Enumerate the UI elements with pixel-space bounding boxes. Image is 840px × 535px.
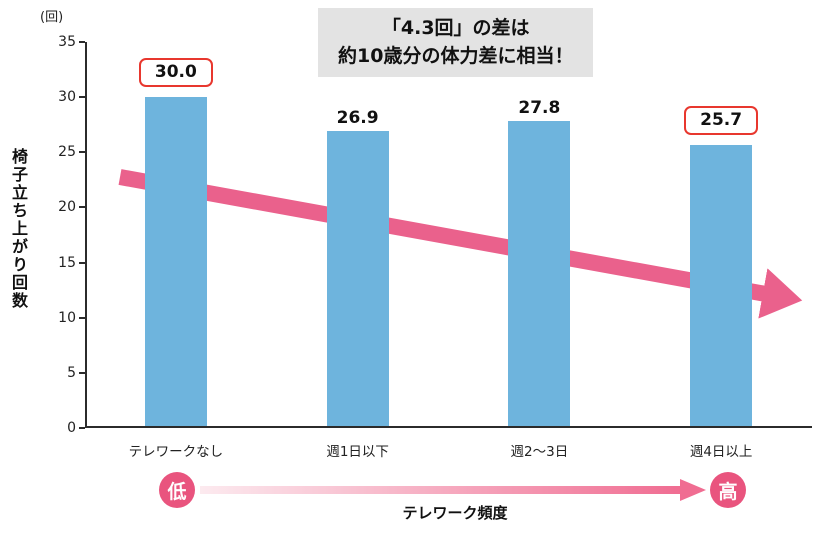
- x-tick-label: 週4日以上: [689, 444, 753, 460]
- y-tick-label: 5: [67, 364, 76, 381]
- frequency-gradient-arrow: [200, 479, 706, 501]
- bar-value: 27.8: [518, 98, 561, 119]
- bar-value-wrap: 26.9: [283, 97, 433, 127]
- bar-週2〜3日: [508, 121, 571, 426]
- annotation-box: 「4.3回」の差は 約10歳分の体力差に相当！: [318, 8, 594, 78]
- y-tick-label: 35: [58, 34, 76, 50]
- frequency-axis-title: テレワーク頻度: [402, 504, 508, 522]
- y-tick-mark: [79, 96, 85, 99]
- y-tick-mark: [79, 427, 85, 429]
- frequency-high-badge: 高: [710, 472, 746, 508]
- y-tick-label: 20: [58, 199, 76, 216]
- y-tick-label: 25: [58, 144, 76, 161]
- bar-週4日以上: [690, 144, 753, 426]
- y-axis-title: 椅子立ち上がり回数: [9, 148, 28, 310]
- bar-テレワークなし: [144, 97, 207, 426]
- bar-value-wrap: 25.7: [646, 105, 796, 135]
- y-tick-mark: [79, 151, 85, 154]
- bar-value-highlighted: 30.0: [138, 58, 213, 88]
- bar-value-highlighted: 25.7: [684, 105, 759, 135]
- y-tick-mark: [79, 261, 85, 264]
- y-tick-label: 0: [67, 420, 76, 436]
- frequency-low-badge: 低: [159, 472, 195, 508]
- y-tick-label: 30: [58, 89, 76, 106]
- annotation-line2: 約10歳分の体力差に相当！: [338, 44, 574, 67]
- y-tick-mark: [79, 316, 85, 319]
- x-tick-label: テレワークなし: [128, 444, 224, 460]
- frequency-arrowhead: [680, 479, 706, 501]
- bar-value-wrap: 30.0: [101, 57, 251, 88]
- bar-value-wrap: 27.8: [464, 87, 614, 117]
- y-axis-unit-label: (回): [40, 10, 64, 25]
- y-tick-mark: [79, 371, 85, 374]
- annotation-line1: 「4.3回」の差は: [381, 17, 530, 39]
- y-tick-label: 10: [58, 309, 76, 326]
- y-tick-label: 15: [58, 254, 76, 271]
- bar-value: 26.9: [336, 108, 379, 129]
- x-tick-label: 週2〜3日: [510, 444, 569, 460]
- bar-週1日以下: [326, 131, 389, 426]
- y-tick-mark: [79, 206, 85, 209]
- y-tick-mark: [79, 41, 85, 43]
- x-tick-label: 週1日以下: [326, 444, 389, 460]
- plot-area: [85, 42, 812, 428]
